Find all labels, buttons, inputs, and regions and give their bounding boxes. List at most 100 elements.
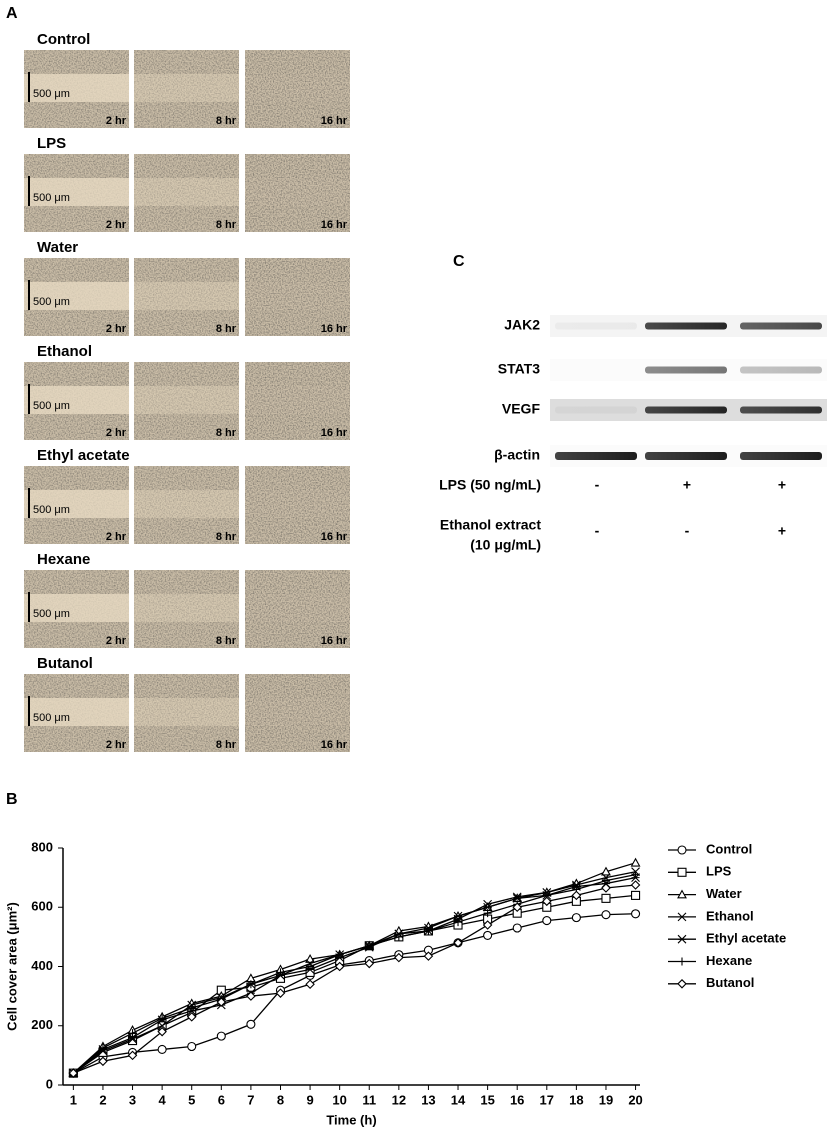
x-tick-label: 11 — [362, 1092, 376, 1107]
scale-label: 500 μm — [33, 608, 70, 620]
scale-label: 500 μm — [33, 192, 70, 204]
wound-gap — [245, 282, 350, 310]
wound-gap — [245, 594, 350, 622]
series-line — [72, 894, 636, 1074]
marker — [394, 952, 404, 963]
scale-label: 500 μm — [33, 88, 70, 100]
wound-gap — [134, 282, 239, 310]
marker — [158, 1014, 167, 1023]
wound-gap — [245, 386, 350, 414]
marker — [128, 1029, 137, 1038]
micrograph-texture — [245, 50, 350, 128]
wound-gap — [24, 386, 129, 414]
marker — [424, 926, 433, 935]
x-tick-label: 1 — [70, 1092, 77, 1107]
marker — [454, 918, 463, 927]
legend-marker — [677, 979, 687, 989]
group-label: Ethanol — [37, 343, 92, 360]
y-tick-label: 200 — [31, 1017, 53, 1032]
y-tick-label: 400 — [31, 958, 53, 973]
wound-gap — [245, 74, 350, 102]
protein-band — [740, 452, 822, 460]
x-tick-label: 15 — [480, 1092, 494, 1107]
marker — [98, 1056, 108, 1067]
time-label: 8 hr — [216, 219, 237, 231]
protein-label: VEGF — [502, 401, 541, 417]
time-label: 8 hr — [216, 635, 237, 647]
protein-band — [740, 366, 822, 374]
time-label: 8 hr — [216, 323, 237, 335]
micrograph-texture — [245, 674, 350, 752]
y-tick-label: 600 — [31, 899, 53, 914]
panel-label: B — [6, 791, 18, 808]
series: Ethyl acetate — [68, 873, 786, 1078]
micrograph: 2 hr 500 μm — [24, 466, 129, 544]
micrograph: 2 hr 500 μm — [24, 674, 129, 752]
marker — [157, 1044, 167, 1054]
marker — [631, 890, 641, 900]
legend-label: Ethanol — [706, 908, 754, 923]
time-label: 8 hr — [216, 531, 237, 543]
series: LPS — [68, 864, 732, 1078]
micrograph: 2 hr 500 μm — [24, 50, 129, 128]
group-label: Butanol — [37, 655, 93, 672]
wound-gap — [134, 178, 239, 206]
protein-band — [645, 452, 727, 460]
scale-label: 500 μm — [33, 400, 70, 412]
marker — [512, 923, 522, 933]
micrograph: 2 hr 500 μm — [24, 570, 129, 648]
micrograph-texture — [245, 570, 350, 648]
wound-gap — [245, 490, 350, 518]
wound-gap — [245, 178, 350, 206]
protein-band — [740, 406, 822, 414]
series-line — [73, 913, 636, 1074]
micrograph: 2 hr 500 μm — [24, 362, 129, 440]
legend-marker — [678, 957, 686, 966]
marker — [275, 988, 286, 998]
lane-sign: - — [685, 523, 690, 539]
series: Ethanol — [68, 867, 754, 1078]
micrograph: 16 hr — [245, 466, 350, 544]
micrograph-texture — [134, 674, 239, 752]
marker — [335, 950, 344, 959]
micrograph-texture — [134, 466, 239, 544]
micrograph-texture — [245, 154, 350, 232]
lane-sign: - — [595, 477, 600, 493]
wound-gap — [24, 594, 129, 622]
marker — [365, 941, 374, 950]
legend-label: LPS — [706, 864, 732, 879]
protein-band — [740, 322, 822, 330]
marker — [186, 1012, 197, 1022]
legend-label: Control — [706, 841, 752, 856]
marker — [601, 866, 611, 876]
marker — [305, 979, 315, 990]
x-tick-label: 5 — [188, 1092, 195, 1107]
x-tick-label: 6 — [218, 1092, 225, 1107]
wound-gap — [134, 386, 239, 414]
treatment-label: LPS (50 ng/mL) — [439, 477, 541, 493]
x-tick-label: 19 — [599, 1092, 613, 1107]
treatment-label: Ethanol extract — [440, 517, 541, 533]
time-label: 2 hr — [106, 635, 127, 647]
protein-band — [555, 452, 637, 460]
wound-gap — [24, 74, 129, 102]
marker — [187, 1041, 197, 1052]
wound-gap — [134, 594, 239, 622]
x-tick-label: 8 — [277, 1092, 284, 1107]
series-line — [73, 884, 636, 1074]
scale-label: 500 μm — [33, 296, 70, 308]
marker — [601, 883, 611, 893]
group-label: Water — [37, 239, 78, 256]
legend-marker — [677, 845, 687, 855]
wound-healing-panel: Control 2 hr 500 μm 8 hr 16 hr LPS 2 hr 500 μm 8… — [24, 31, 350, 752]
x-tick-label: 20 — [628, 1092, 642, 1107]
micrograph: 8 hr — [134, 154, 239, 232]
group-label: Hexane — [37, 551, 90, 568]
time-label: 16 hr — [321, 531, 348, 543]
time-label: 8 hr — [216, 739, 237, 751]
marker — [601, 893, 611, 903]
lane-sign: + — [683, 477, 691, 493]
x-tick-label: 16 — [510, 1092, 524, 1107]
